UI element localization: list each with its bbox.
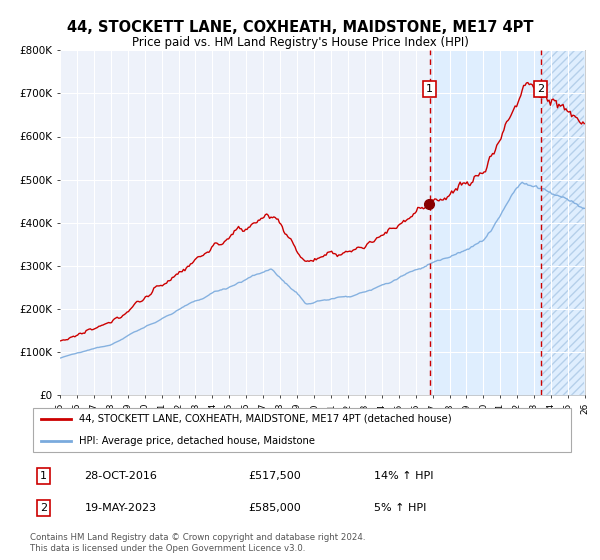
Text: £517,500: £517,500 (248, 471, 301, 481)
Text: Price paid vs. HM Land Registry's House Price Index (HPI): Price paid vs. HM Land Registry's House … (131, 36, 469, 49)
Text: 2: 2 (40, 503, 47, 513)
Text: 44, STOCKETT LANE, COXHEATH, MAIDSTONE, ME17 4PT: 44, STOCKETT LANE, COXHEATH, MAIDSTONE, … (67, 20, 533, 35)
Text: 44, STOCKETT LANE, COXHEATH, MAIDSTONE, ME17 4PT (detached house): 44, STOCKETT LANE, COXHEATH, MAIDSTONE, … (79, 414, 452, 424)
Text: Contains HM Land Registry data © Crown copyright and database right 2024.
This d: Contains HM Land Registry data © Crown c… (30, 533, 365, 553)
Text: 2: 2 (537, 84, 544, 94)
Text: 1: 1 (40, 471, 47, 481)
Text: HPI: Average price, detached house, Maidstone: HPI: Average price, detached house, Maid… (79, 436, 315, 446)
Text: £585,000: £585,000 (248, 503, 301, 513)
Text: 14% ↑ HPI: 14% ↑ HPI (374, 471, 433, 481)
Text: 28-OCT-2016: 28-OCT-2016 (85, 471, 157, 481)
Text: 1: 1 (426, 84, 433, 94)
Text: 19-MAY-2023: 19-MAY-2023 (85, 503, 157, 513)
Text: 5% ↑ HPI: 5% ↑ HPI (374, 503, 427, 513)
FancyBboxPatch shape (33, 408, 571, 452)
